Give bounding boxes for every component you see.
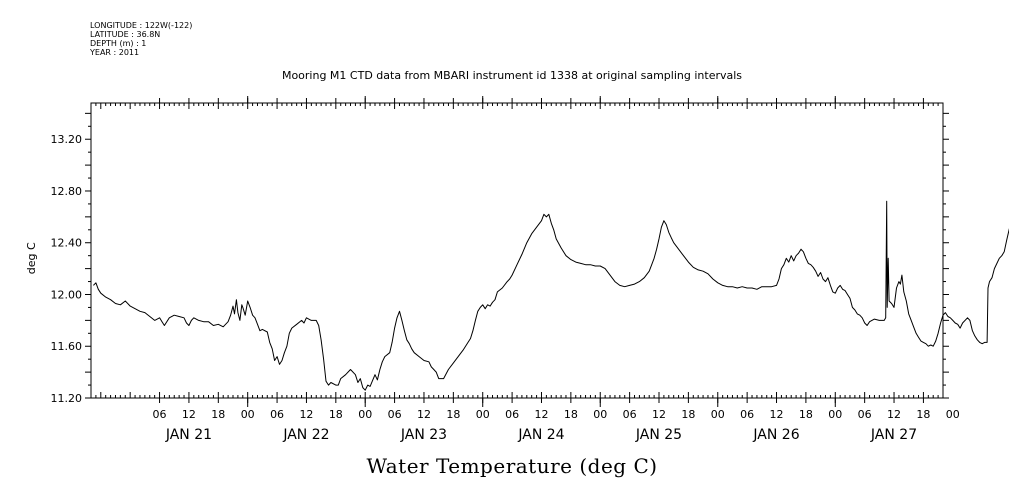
- y-axis-label: deg C: [25, 242, 38, 274]
- x-tick-label: 00: [476, 408, 490, 421]
- x-day-label: JAN 27: [870, 427, 917, 443]
- x-tick-label: 00: [946, 408, 960, 421]
- plot-frame: [90, 102, 944, 399]
- y-tick-label: 11.20: [51, 392, 83, 405]
- y-tick-label: 13.20: [51, 133, 83, 146]
- x-day-label: JAN 24: [517, 427, 564, 443]
- metadata-block: LONGITUDE : 122W(-122) LATITUDE : 36.8N …: [90, 21, 192, 57]
- x-tick-label: 00: [593, 408, 607, 421]
- x-tick-label: 06: [270, 408, 284, 421]
- x-tick-label: 18: [446, 408, 460, 421]
- plot-border: [90, 102, 944, 399]
- x-tick-label: 06: [623, 408, 637, 421]
- chart-title: Mooring M1 CTD data from MBARI instrumen…: [281, 69, 743, 82]
- figure-caption: Water Temperature (deg C): [366, 454, 658, 478]
- x-tick-label: 06: [740, 408, 754, 421]
- y-tick-label: 11.60: [51, 340, 83, 353]
- x-tick-label: 18: [564, 408, 578, 421]
- x-tick-label: 06: [153, 408, 167, 421]
- x-tick-label: 00: [828, 408, 842, 421]
- x-tick-label: 12: [770, 408, 784, 421]
- x-tick-label: 12: [417, 408, 431, 421]
- x-tick-label: 12: [534, 408, 548, 421]
- x-day-label: JAN 26: [752, 427, 799, 443]
- x-tick-label: 00: [358, 408, 372, 421]
- y-tick-label: 12.80: [51, 185, 83, 198]
- x-tick-label: 06: [858, 408, 872, 421]
- x-tick-label: 06: [388, 408, 402, 421]
- x-tick-label: 12: [887, 408, 901, 421]
- x-tick-label: 12: [299, 408, 313, 421]
- latitude-label: LATITUDE : 36.8N: [90, 30, 161, 39]
- depth-label: DEPTH (m) : 1: [90, 39, 147, 48]
- x-tick-label: 18: [211, 408, 225, 421]
- x-tick-label: 12: [652, 408, 666, 421]
- x-tick-label: 18: [329, 408, 343, 421]
- x-day-label: JAN 23: [400, 427, 447, 443]
- x-day-label: JAN 22: [282, 427, 329, 443]
- longitude-label: LONGITUDE : 122W(-122): [90, 21, 193, 30]
- x-tick-label: 18: [916, 408, 930, 421]
- x-tick-label: 00: [241, 408, 255, 421]
- x-tick-label: 00: [711, 408, 725, 421]
- temperature-line: [93, 200, 1009, 391]
- x-tick-label: 18: [799, 408, 813, 421]
- series-layer: [93, 200, 1009, 391]
- x-tick-label: 12: [182, 408, 196, 421]
- x-tick-label: 06: [505, 408, 519, 421]
- x-tick-label: 18: [681, 408, 695, 421]
- year-label: YEAR : 2011: [90, 48, 140, 57]
- axis-labels: 11.20 11.60 12.00 12.40 12.80 13.20 06 12 18 00 06…: [25, 133, 960, 443]
- y-tick-label: 12.00: [51, 288, 83, 301]
- x-day-label: JAN 21: [165, 427, 212, 443]
- y-tick-label: 12.40: [51, 237, 83, 250]
- axis-ticks: [85, 96, 949, 407]
- x-day-label: JAN 25: [635, 427, 682, 443]
